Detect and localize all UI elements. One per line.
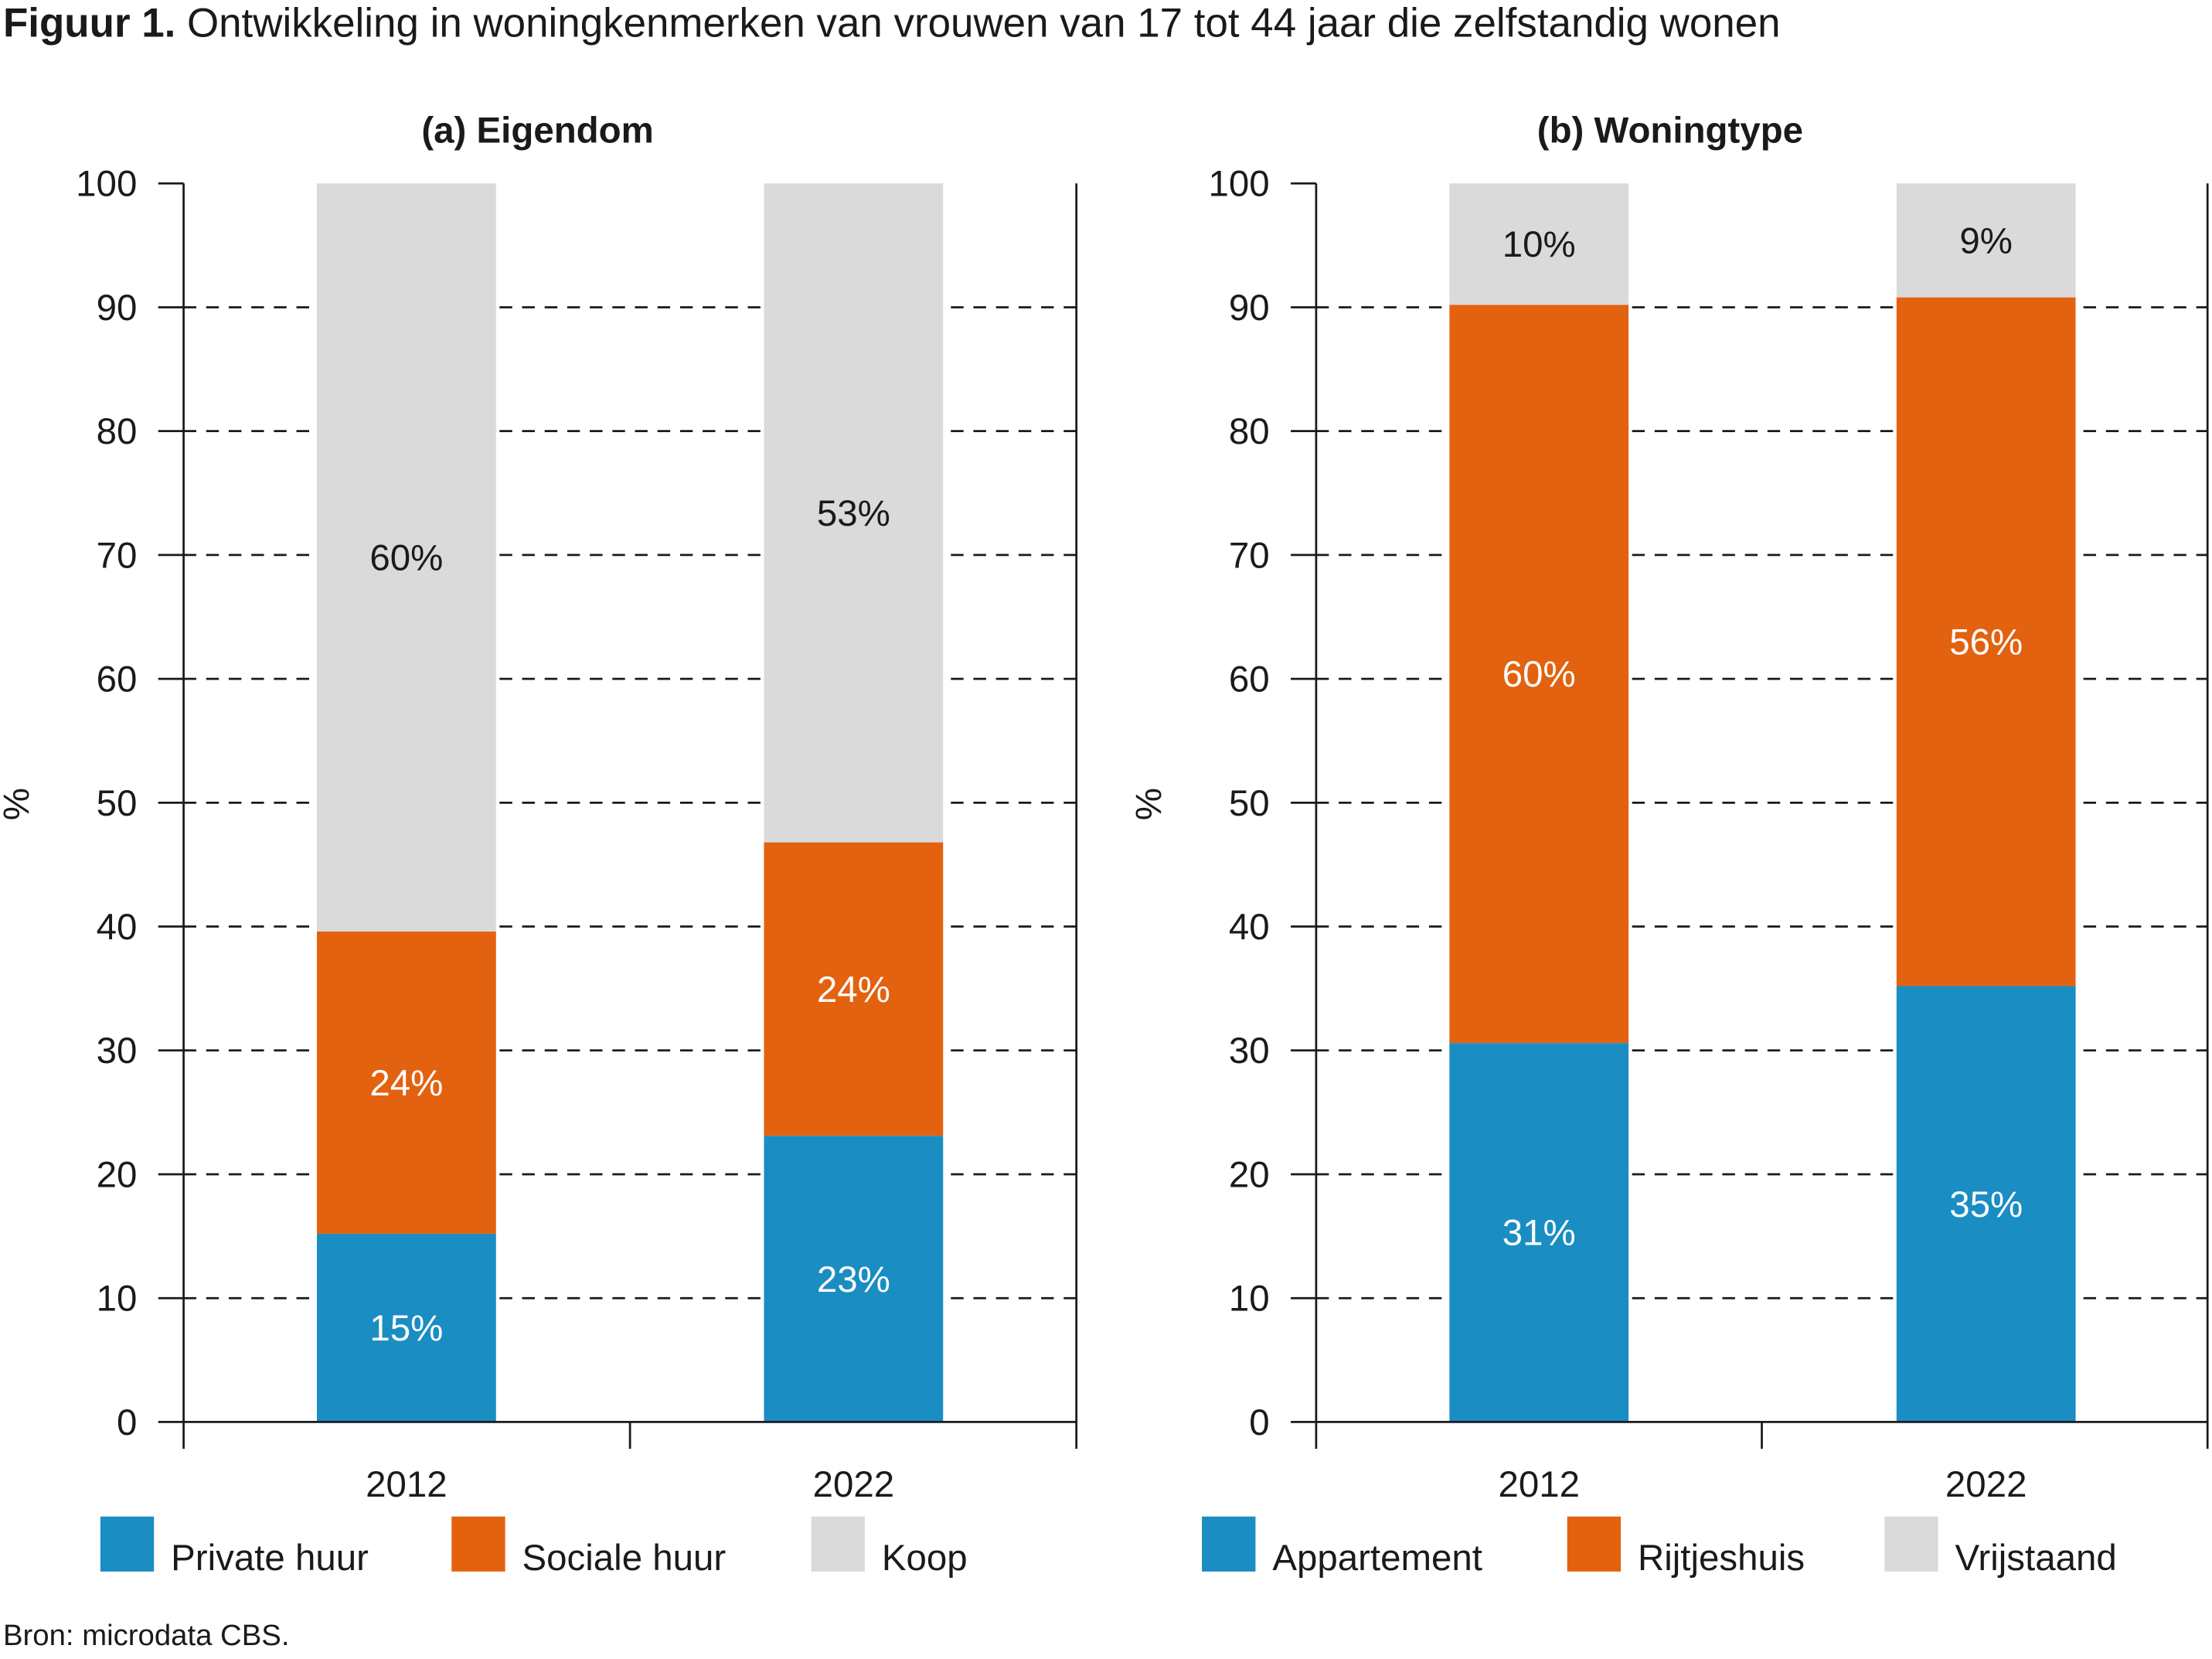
y-tick-label: 0 <box>1249 1402 1269 1443</box>
y-tick-label: 90 <box>97 288 138 329</box>
panel-title: (a) Eigendom <box>421 110 653 151</box>
y-tick-label: 70 <box>1229 535 1270 576</box>
y-tick-label: 30 <box>97 1030 138 1071</box>
y-tick-label: 60 <box>1229 659 1270 700</box>
bar-sociale-huur-2012 <box>317 931 496 1234</box>
x-tick-label: 2012 <box>366 1464 448 1505</box>
x-tick-label: 2012 <box>1498 1464 1580 1505</box>
bar-vrijstaand-2012 <box>1449 183 1629 305</box>
legend-label: Koop <box>882 1538 968 1579</box>
bar-koop-2012 <box>317 183 496 932</box>
legend-swatch <box>1202 1516 1256 1572</box>
legend-swatch <box>100 1516 155 1572</box>
data-label: 56% <box>1949 622 2023 663</box>
data-label: 23% <box>817 1259 890 1300</box>
y-tick-label: 70 <box>97 535 138 576</box>
legend-label: Vrijstaand <box>1955 1538 2117 1579</box>
data-label: 24% <box>369 1063 443 1104</box>
data-label: 35% <box>1949 1184 2023 1225</box>
legend-item: Appartement <box>1202 1516 1482 1579</box>
panel-a: (a) Eigendom 0 10 20 30 40 50 60 70 80 90 100% 15% 24… <box>0 110 1078 1579</box>
bar-private-huur-2022 <box>764 1136 944 1422</box>
data-label: 60% <box>369 538 443 579</box>
y-tick-label: 10 <box>1229 1279 1270 1320</box>
y-axis-label: % <box>0 788 37 820</box>
data-label: 53% <box>817 493 890 534</box>
y-tick-label: 80 <box>1229 411 1270 452</box>
y-tick-label: 30 <box>1229 1030 1270 1071</box>
bar-vrijstaand-2022 <box>1896 183 2076 298</box>
bar-private-huur-2012 <box>317 1233 496 1422</box>
legend-label: Private huur <box>171 1538 369 1579</box>
y-tick-label: 40 <box>1229 907 1270 948</box>
legend-item: Vrijstaand <box>1884 1516 2117 1579</box>
y-tick-label: 60 <box>97 659 138 700</box>
y-tick-label: 80 <box>97 411 138 452</box>
source-note: Bron: microdata CBS. <box>3 1619 290 1652</box>
legend-item: Rijtjeshuis <box>1567 1516 1805 1579</box>
legend-label: Rijtjeshuis <box>1638 1538 1805 1579</box>
data-label: 15% <box>369 1308 443 1349</box>
bar-rijtjeshuis-2012 <box>1449 305 1629 1044</box>
y-axis-label: % <box>1128 788 1169 820</box>
bar-koop-2022 <box>764 183 944 843</box>
bar-appartement-2022 <box>1896 986 2076 1422</box>
legend-swatch <box>811 1516 865 1572</box>
figure-title: Figuur 1. Ontwikkeling in woningkenmerken… <box>3 0 1781 46</box>
figure-title-prefix: Figuur 1. <box>3 0 175 46</box>
data-label: 9% <box>1959 220 2013 261</box>
y-tick-label: 100 <box>1209 164 1270 205</box>
bar-appartement-2012 <box>1449 1043 1629 1422</box>
bar-rijtjeshuis-2022 <box>1896 297 2076 986</box>
legend-swatch <box>1567 1516 1622 1572</box>
figure-title-text: Ontwikkeling in woningkenmerken van vrou… <box>187 0 1781 46</box>
y-tick-label: 90 <box>1229 288 1270 329</box>
legend-item: Private huur <box>100 1516 369 1579</box>
legend-swatch <box>451 1516 505 1572</box>
legend-swatch <box>1884 1516 1938 1572</box>
legend-label: Sociale huur <box>522 1538 727 1579</box>
y-tick-label: 50 <box>97 783 138 824</box>
x-tick-label: 2022 <box>813 1464 895 1505</box>
y-tick-label: 100 <box>76 164 137 205</box>
panel-b: (b) Woningtype 0 10 20 30 40 50 60 70 80 90 100% 31%… <box>1128 110 2209 1579</box>
y-tick-label: 20 <box>1229 1154 1270 1195</box>
y-tick-label: 0 <box>117 1402 137 1443</box>
legend-item: Koop <box>811 1516 968 1579</box>
y-tick-label: 20 <box>97 1154 138 1195</box>
legend-label: Appartement <box>1272 1538 1482 1579</box>
data-label: 31% <box>1502 1213 1576 1254</box>
x-tick-label: 2022 <box>1945 1464 2027 1505</box>
data-label: 10% <box>1502 224 1576 265</box>
data-label: 60% <box>1502 654 1576 695</box>
panel-title: (b) Woningtype <box>1537 110 1803 151</box>
data-label: 24% <box>817 969 890 1010</box>
y-tick-label: 40 <box>97 907 138 948</box>
legend-item: Sociale huur <box>451 1516 727 1579</box>
bar-sociale-huur-2022 <box>764 842 944 1136</box>
y-tick-label: 50 <box>1229 783 1270 824</box>
y-tick-label: 10 <box>97 1279 138 1320</box>
